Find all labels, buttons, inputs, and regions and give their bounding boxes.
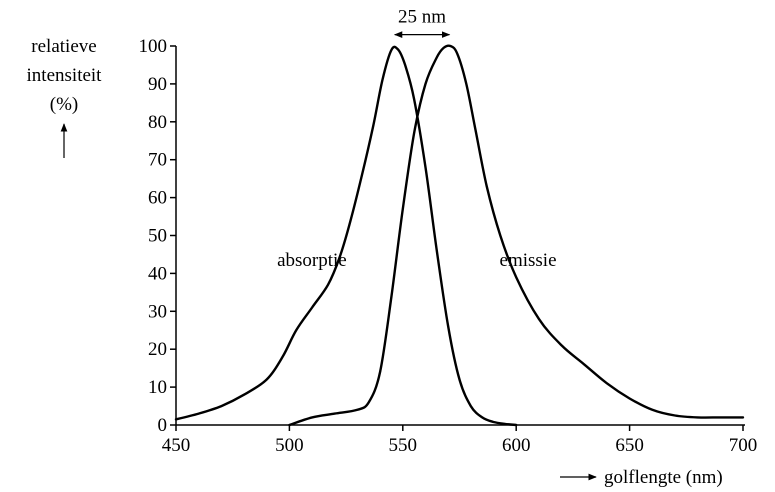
series-line-absorptie bbox=[174, 45, 518, 427]
y-tick-label: 50 bbox=[148, 226, 167, 247]
x-tick-label: 500 bbox=[275, 435, 304, 456]
x-tick-label: 550 bbox=[389, 435, 418, 456]
y-axis-label-line-3: (%) bbox=[50, 94, 78, 115]
x-tick-label: 700 bbox=[729, 435, 758, 456]
y-tick-label: 90 bbox=[148, 74, 167, 95]
x-tick-label: 450 bbox=[162, 435, 191, 456]
y-axis-label-line-1: relatieve bbox=[31, 36, 96, 57]
peak-separation-label: 25 nm bbox=[398, 7, 446, 28]
series-layer bbox=[174, 44, 745, 427]
x-ticks: 450 500 550 600 650 700 bbox=[162, 425, 758, 456]
x-axis-label: golflengte (nm) bbox=[604, 467, 723, 488]
y-tick-label: 20 bbox=[148, 339, 167, 360]
x-tick-label: 650 bbox=[615, 435, 644, 456]
y-tick-label: 10 bbox=[148, 377, 167, 398]
y-tick-label: 40 bbox=[148, 263, 167, 284]
y-tick-label: 0 bbox=[158, 415, 168, 436]
y-tick-label: 70 bbox=[148, 150, 167, 171]
y-tick-label: 80 bbox=[148, 112, 167, 133]
absorptie-label: absorptie bbox=[277, 250, 347, 271]
y-tick-label: 60 bbox=[148, 188, 167, 209]
y-tick-label: 100 bbox=[139, 36, 168, 57]
series-line-emissie bbox=[288, 44, 745, 427]
x-tick-label: 600 bbox=[502, 435, 531, 456]
y-tick-label: 30 bbox=[148, 301, 167, 322]
y-ticks: 0 10 20 30 40 50 60 70 80 90 100 bbox=[139, 36, 176, 436]
y-axis-label-line-2: intensiteit bbox=[27, 65, 103, 86]
emissie-label: emissie bbox=[500, 250, 557, 271]
